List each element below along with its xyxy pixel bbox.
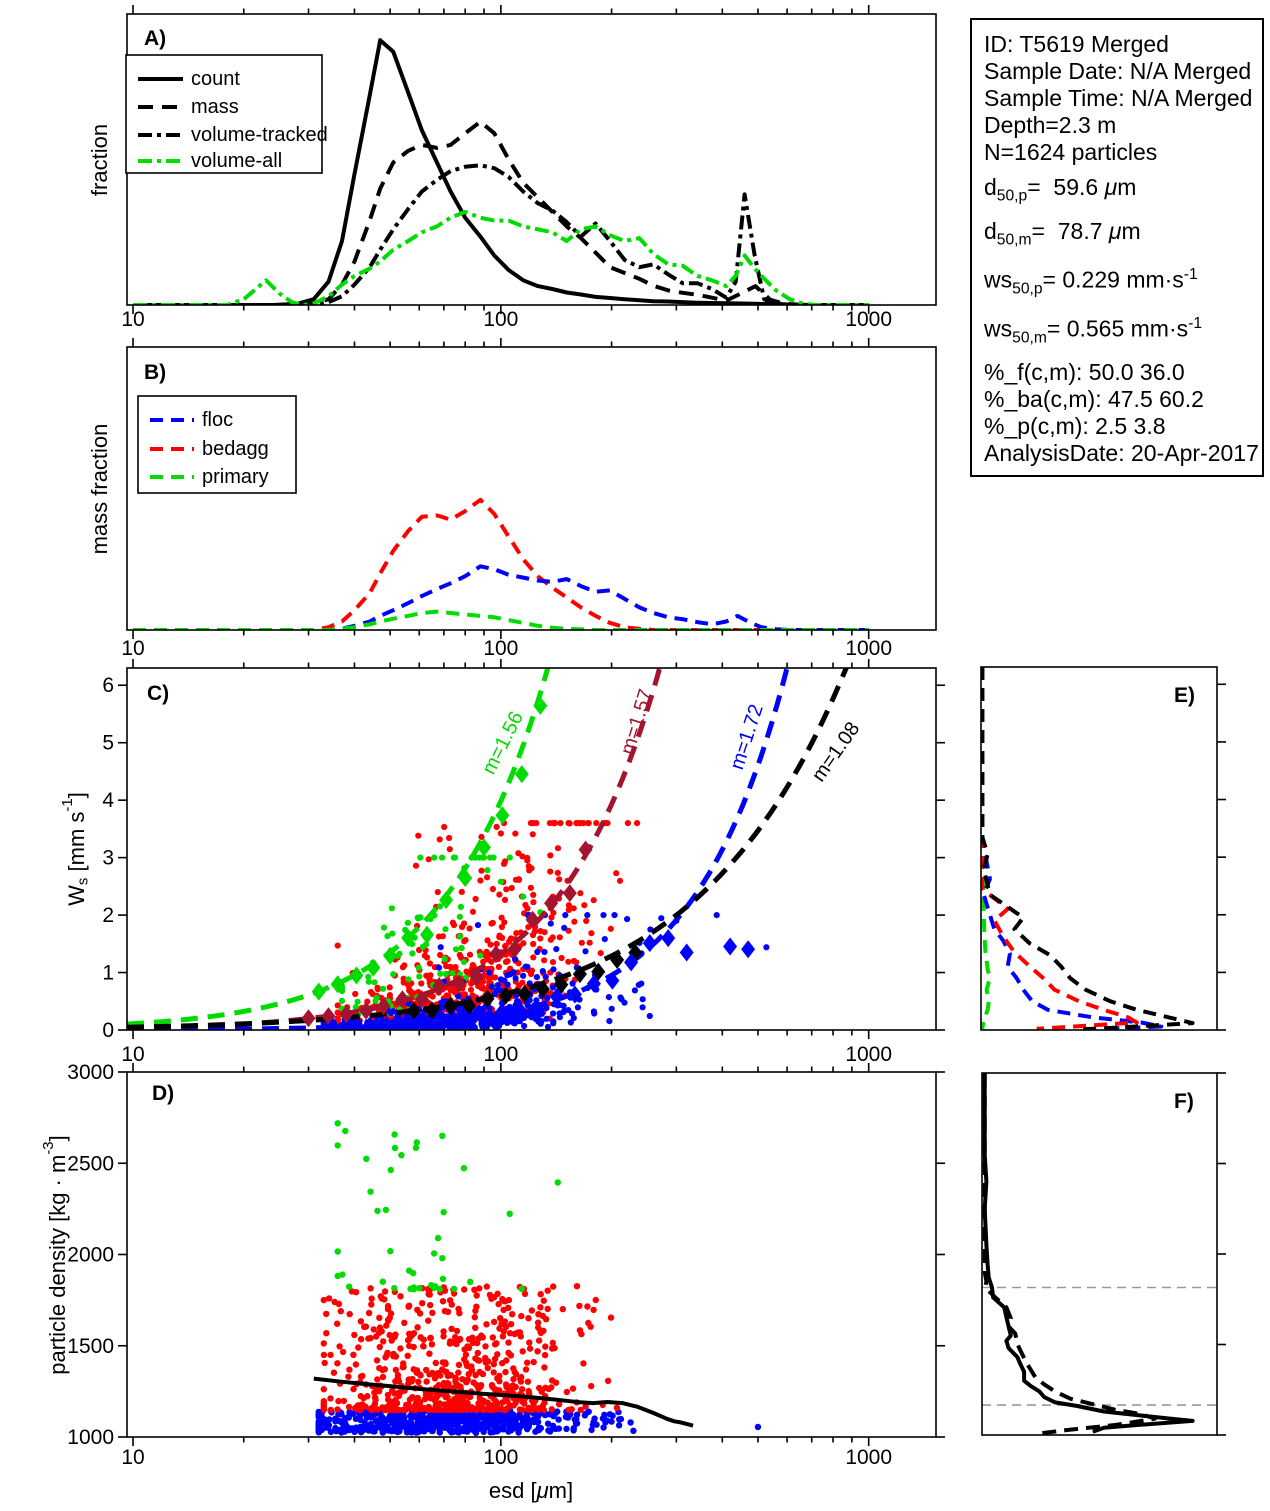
info-box: ID: T5619 Merged Sample Date: N/A Merged S…	[970, 18, 1264, 477]
panel-b-letter: B)	[144, 361, 167, 384]
series-median-density-line	[313, 1376, 694, 1428]
svg-text:particle density [kg · m-3]: particle density [kg · m-3]	[39, 1135, 69, 1375]
series-density-dist-solid	[982, 1073, 1195, 1434]
svg-text:1000: 1000	[845, 1446, 892, 1469]
svg-text:primary: primary	[202, 466, 269, 488]
svg-text:4: 4	[102, 789, 114, 812]
svg-text:1500: 1500	[67, 1334, 114, 1357]
info-line: d50,p= 59.6 μm	[984, 174, 1137, 205]
svg-text:10: 10	[121, 1043, 144, 1066]
info-line: d50,m= 78.7 μm	[984, 217, 1141, 249]
panel-e-border	[980, 666, 1218, 1031]
panel-f-density-histogram	[981, 1072, 1226, 1436]
svg-text:10: 10	[121, 637, 144, 660]
legend	[125, 54, 323, 174]
panel-b-mass-fraction-by-class: 10 100 1000 mass fraction floc bedagg primary	[87, 338, 937, 660]
panel-a-size-distribution: 10 100 1000 fraction count mass volume-tracked…	[87, 5, 937, 331]
svg-text:5: 5	[102, 731, 114, 754]
svg-text:3000: 3000	[67, 1061, 114, 1084]
svg-text:1000: 1000	[67, 1426, 114, 1449]
series-fit-floc	[127, 668, 790, 1030]
svg-text:fraction: fraction	[87, 124, 112, 196]
info-line: %_ba(c,m): 47.5 60.2	[984, 385, 1204, 412]
panel-f-border	[981, 1072, 1218, 1436]
panel-e-ws-histogram	[980, 666, 1226, 1031]
info-line: Depth=2.3 m	[984, 112, 1117, 138]
svg-text:100: 100	[483, 1043, 518, 1066]
svg-text:100: 100	[483, 637, 518, 660]
series-floc	[133, 564, 869, 630]
series-count	[133, 38, 869, 305]
series-all-ws-dist	[981, 667, 1195, 1030]
info-line: %_p(c,m): 2.5 3.8	[984, 412, 1166, 439]
svg-text:2500: 2500	[67, 1152, 114, 1175]
svg-text:volume-tracked: volume-tracked	[191, 124, 328, 146]
series-volume-all	[133, 209, 869, 305]
svg-text:Ws [mm s-1]: Ws [mm s-1]	[58, 792, 91, 906]
svg-text:100: 100	[483, 1446, 518, 1469]
series-floc-ws-dist	[981, 667, 1164, 1030]
svg-text:count: count	[191, 68, 240, 90]
svg-text:floc: floc	[202, 409, 233, 431]
svg-text:0: 0	[102, 1019, 114, 1042]
info-line: Sample Time: N/A Merged	[984, 85, 1253, 111]
series-density-dist-dashed	[982, 1073, 1157, 1435]
svg-text:1000: 1000	[845, 308, 892, 331]
panel-b-border	[126, 346, 937, 631]
svg-text:esd [μm]: esd [μm]	[489, 1478, 573, 1503]
panel-d-letter: D)	[152, 1082, 175, 1105]
svg-text:1: 1	[102, 961, 114, 984]
svg-text:m=1.57: m=1.57	[617, 687, 658, 758]
series-primary	[133, 609, 869, 630]
panel-c-letter: C)	[147, 682, 170, 705]
legend	[137, 395, 297, 494]
svg-text:10: 10	[121, 308, 144, 331]
svg-text:6: 6	[102, 674, 114, 697]
panel-f-letter: F)	[1174, 1090, 1194, 1113]
info-line: N=1624 particles	[984, 139, 1158, 165]
panel-a-letter: A)	[144, 27, 167, 50]
series-bedagg-ws-dist	[981, 667, 1139, 1030]
svg-text:10: 10	[121, 1446, 144, 1469]
svg-text:1000: 1000	[845, 1043, 892, 1066]
panel-d-border	[126, 1071, 937, 1438]
info-line: ID: T5619 Merged	[984, 31, 1169, 57]
svg-text:bedagg: bedagg	[202, 438, 269, 460]
svg-text:2: 2	[102, 904, 114, 927]
info-line: ws50,p= 0.229 mm·s-1	[984, 266, 1198, 298]
info-line: ws50,m= 0.565 mm·s-1	[984, 315, 1203, 347]
panel-c-border	[126, 667, 937, 1031]
svg-text:1000: 1000	[845, 637, 892, 660]
svg-text:m=1.08: m=1.08	[808, 718, 865, 786]
series-volume-tracked	[133, 163, 869, 305]
panel-d-particle-density: 10 100 1000 1000 1500 2000 2500 3000 particle de…	[39, 1061, 945, 1503]
svg-text:100: 100	[483, 308, 518, 331]
svg-text:3: 3	[102, 846, 114, 869]
svg-text:volume-all: volume-all	[191, 150, 282, 172]
svg-text:mass fraction: mass fraction	[87, 424, 112, 555]
svg-text:mass: mass	[191, 96, 239, 118]
series-bedagg	[133, 497, 869, 630]
info-line: %_f(c,m): 50.0 36.0	[984, 358, 1185, 385]
svg-text:2000: 2000	[67, 1243, 114, 1266]
info-line: Sample Date: N/A Merged	[984, 58, 1252, 84]
panel-e-letter: E)	[1174, 684, 1195, 707]
info-line: AnalysisDate: 20-Apr-2017	[984, 439, 1259, 466]
